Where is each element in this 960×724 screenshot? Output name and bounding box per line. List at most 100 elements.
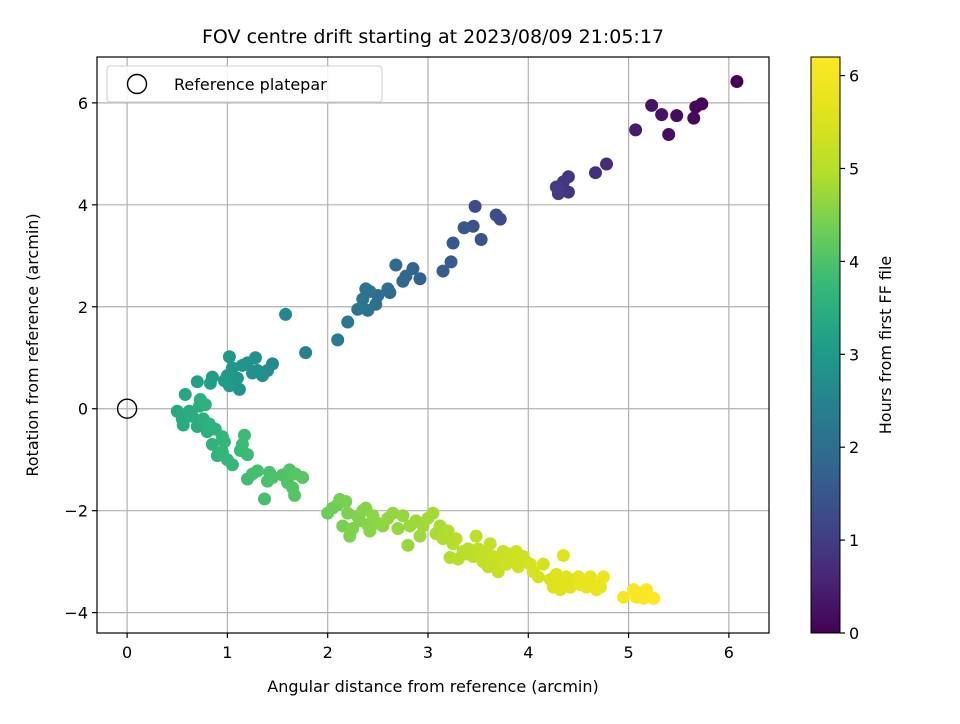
data-point (341, 315, 355, 329)
data-point (257, 492, 271, 506)
data-point (457, 221, 471, 235)
data-point (217, 435, 231, 449)
data-point (655, 108, 669, 122)
data-point (413, 272, 427, 286)
x-tick-label: 5 (623, 643, 633, 662)
legend-label: Reference platepar (174, 75, 327, 94)
data-point (396, 274, 410, 288)
data-point (178, 387, 192, 401)
data-point (561, 185, 575, 199)
data-point (356, 292, 370, 306)
data-point (250, 464, 264, 478)
data-point (689, 100, 703, 114)
data-point (190, 375, 204, 389)
y-axis-label: Rotation from reference (arcmin) (23, 213, 42, 476)
data-point (237, 428, 251, 442)
data-point (489, 208, 503, 222)
reference-marker (116, 398, 138, 419)
x-tick-label: 0 (122, 643, 132, 662)
x-axis-ticks: 0 1 2 3 4 5 6 (122, 633, 734, 662)
data-point (483, 537, 497, 551)
data-point (413, 529, 427, 543)
data-point (469, 529, 483, 543)
data-point (391, 522, 405, 536)
colorbar-tick-label: 2 (849, 438, 859, 457)
data-point (361, 303, 375, 317)
x-axis-label: Angular distance from reference (arcmin) (267, 677, 598, 696)
data-point (647, 591, 661, 605)
data-point (474, 232, 488, 246)
data-point (730, 74, 744, 88)
data-point (600, 157, 614, 171)
data-point (662, 127, 676, 141)
data-point (266, 471, 280, 485)
colorbar-label: Hours from first FF file (876, 256, 895, 435)
colorbar: 0 1 2 3 4 5 6 Hours from first FF file (810, 56, 895, 643)
data-point (331, 333, 345, 347)
data-point (597, 570, 611, 584)
data-point (531, 570, 545, 584)
data-point (401, 538, 415, 552)
data-point (396, 509, 410, 523)
data-point (225, 458, 239, 472)
colorbar-tick-label: 5 (849, 159, 859, 178)
y-tick-label: −4 (64, 604, 88, 623)
data-point (222, 350, 236, 364)
colorbar-tick-label: 1 (849, 531, 859, 550)
data-point (203, 376, 217, 390)
data-point (279, 307, 293, 321)
data-point (549, 180, 563, 194)
data-point (449, 532, 463, 546)
colorbar-tick-label: 3 (849, 345, 859, 364)
data-point (444, 255, 458, 269)
data-point (235, 358, 249, 372)
data-point (381, 282, 395, 296)
data-point (645, 98, 659, 112)
data-point (299, 346, 313, 360)
data-point (245, 366, 259, 380)
data-point (556, 549, 570, 563)
colorbar-tick-label: 0 (849, 624, 859, 643)
colorbar-tick-label: 6 (849, 67, 859, 86)
data-point (588, 166, 602, 180)
data-point (670, 109, 684, 123)
x-tick-label: 1 (222, 643, 232, 662)
data-point (436, 264, 450, 278)
grid (97, 57, 769, 633)
data-point (446, 236, 460, 250)
data-point (232, 382, 246, 396)
y-tick-label: 6 (78, 94, 88, 113)
data-point (205, 437, 219, 451)
data-point (288, 488, 302, 502)
data-point (240, 448, 254, 462)
y-tick-label: 0 (78, 400, 88, 419)
data-point (468, 199, 482, 213)
scatter-points (170, 74, 744, 605)
data-point (593, 580, 607, 594)
data-point (351, 302, 365, 316)
x-tick-label: 3 (423, 643, 433, 662)
data-point (198, 398, 212, 412)
data-point (217, 374, 231, 388)
data-point (176, 418, 190, 432)
chart-title: FOV centre drift starting at 2023/08/09 … (202, 26, 664, 48)
data-point (389, 258, 403, 272)
x-tick-label: 6 (724, 643, 734, 662)
colorbar-gradient (810, 56, 841, 634)
colorbar-ticks: 0 1 2 3 4 5 6 (840, 67, 859, 643)
data-point (185, 409, 199, 423)
legend-open-circle-icon (126, 73, 148, 95)
y-tick-label: 4 (78, 196, 88, 215)
y-axis-ticks: −4 −2 0 2 4 6 (64, 94, 97, 623)
x-tick-label: 2 (323, 643, 333, 662)
data-point (341, 506, 355, 520)
data-point (296, 471, 310, 485)
y-tick-label: 2 (78, 298, 88, 317)
y-tick-label: −2 (64, 502, 88, 521)
data-point (359, 282, 373, 296)
reference-marker-group (116, 398, 138, 419)
data-point (536, 557, 550, 571)
data-point (426, 506, 440, 520)
data-point (386, 506, 400, 520)
